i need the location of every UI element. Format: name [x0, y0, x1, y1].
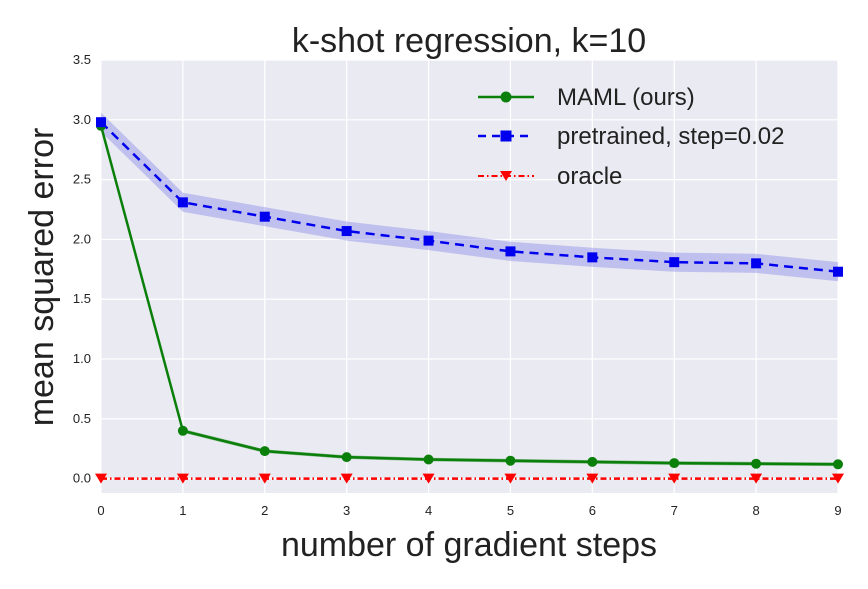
legend-label-maml: MAML (ours) [557, 84, 695, 111]
point-oracle [422, 473, 435, 484]
x-tick-label: 2 [261, 503, 268, 518]
point-oracle [504, 473, 517, 484]
series-lines [99, 121, 839, 480]
point-pretrained-step-0-02 [505, 246, 516, 257]
chart-title: k-shot regression, k=10 [292, 22, 646, 60]
point-oracle [95, 473, 107, 484]
point-pretrained-step-0-02 [423, 235, 434, 246]
series-markers [95, 117, 844, 484]
x-tick-label: 7 [671, 503, 678, 518]
y-tick-label: 2.0 [73, 231, 91, 246]
point-oracle [176, 473, 189, 484]
x-tick-label: 6 [589, 503, 596, 518]
point-maml-ours [669, 458, 680, 469]
x-axis-title: number of gradient steps [281, 526, 657, 564]
plot-background [101, 60, 838, 493]
y-tick-label: 2.5 [73, 172, 91, 187]
point-pretrained-step-0-02 [751, 258, 762, 269]
point-pretrained-step-0-02 [177, 197, 188, 208]
x-tick-label: 0 [97, 503, 104, 518]
point-maml-ours [259, 446, 270, 457]
x-tick-label: 4 [425, 503, 432, 518]
point-maml-ours [833, 459, 843, 470]
point-oracle [668, 473, 681, 484]
point-pretrained-step-0-02 [259, 211, 270, 222]
x-tick-label: 9 [834, 503, 841, 518]
point-maml-ours [505, 455, 516, 466]
point-oracle [832, 473, 844, 484]
point-pretrained-step-0-02 [96, 117, 106, 128]
y-tick-label: 3.5 [73, 52, 91, 67]
y-axis-title: mean squared error [23, 128, 61, 427]
y-tick-label: 0.5 [73, 411, 91, 426]
point-pretrained-step-0-02 [587, 252, 598, 263]
y-tick-label: 1.5 [73, 291, 91, 306]
point-maml-ours [751, 458, 762, 469]
point-maml-ours [177, 425, 188, 436]
point-pretrained-step-0-02 [669, 257, 680, 268]
y-tick-label: 0.0 [73, 471, 91, 486]
legend: MAML (ours) pretrained, step=0.02 oracle [478, 84, 785, 190]
point-maml-ours [587, 456, 598, 467]
point-oracle [340, 473, 353, 484]
x-tick-label: 5 [507, 503, 514, 518]
y-tick-labels: 0.0 0.5 1.0 1.5 2.0 2.5 3.0 3.5 [73, 52, 91, 486]
x-tick-label: 3 [343, 503, 350, 518]
point-oracle [750, 473, 763, 484]
legend-label-pretrained: pretrained, step=0.02 [557, 123, 785, 150]
line-pretrained-step-0-02 [100, 121, 839, 273]
line-maml-ours [99, 125, 839, 466]
legend-marker-pretrained [500, 130, 512, 142]
x-tick-label: 1 [179, 503, 186, 518]
point-oracle [586, 473, 599, 484]
band-pretrained-step-0-02 [101, 112, 838, 282]
legend-marker-maml [500, 91, 512, 103]
y-tick-label: 1.0 [73, 351, 91, 366]
point-maml-ours [423, 454, 434, 465]
point-pretrained-step-0-02 [833, 266, 843, 277]
point-oracle [258, 473, 271, 484]
x-tick-labels: 0 1 2 3 4 5 6 7 8 9 [97, 503, 841, 518]
legend-label-oracle: oracle [557, 163, 622, 190]
y-tick-label: 3.0 [73, 112, 91, 127]
point-maml-ours [341, 452, 352, 463]
error-bands [101, 112, 838, 467]
x-tick-label: 8 [752, 503, 759, 518]
point-pretrained-step-0-02 [341, 226, 352, 237]
legend-marker-oracle [500, 171, 512, 181]
